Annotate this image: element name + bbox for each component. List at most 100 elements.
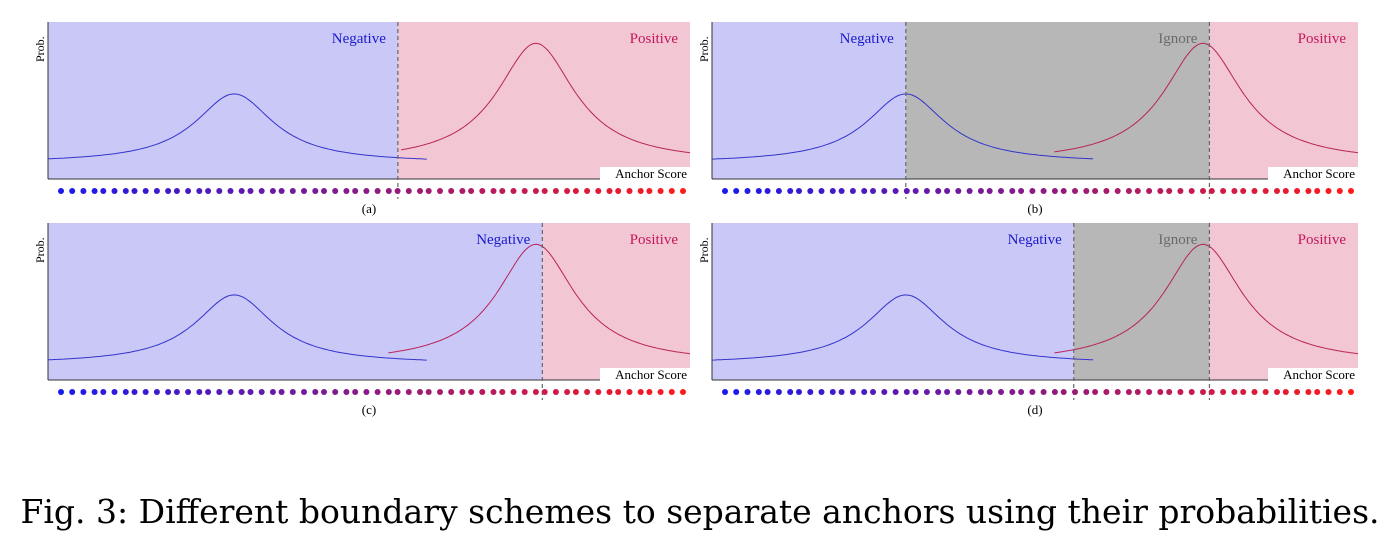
anchor-dot [1134, 389, 1141, 395]
anchor-dot [1336, 188, 1343, 194]
anchor-dot [142, 389, 149, 395]
anchor-dot [657, 188, 664, 194]
anchor-dot [998, 389, 1004, 395]
anchor-dot [1060, 389, 1067, 395]
anchor-dot [1072, 188, 1078, 194]
anchor-dot [80, 389, 87, 395]
anchor-dot [796, 188, 802, 194]
figure-caption: Fig. 3: Different boundary schemes to se… [20, 492, 1380, 531]
anchor-dot [1231, 188, 1238, 194]
anchor-dot [1051, 389, 1058, 395]
anchor-dot [657, 389, 664, 395]
anchor-dot [1103, 188, 1110, 194]
region-negative [712, 223, 1074, 380]
anchor-dot [100, 389, 107, 395]
anchor-dot [238, 389, 245, 395]
anchor-dot [153, 389, 160, 395]
curve-negative [47, 93, 427, 160]
anchor-dot [838, 389, 845, 395]
anchor-dot [1092, 389, 1099, 395]
anchor-dot [374, 389, 381, 395]
anchor-dot [1274, 188, 1280, 194]
region-positive [542, 223, 690, 380]
anchor-dot [394, 188, 401, 194]
anchor-dot [1251, 188, 1258, 194]
anchor-dot [425, 188, 432, 194]
anchor-dot [1314, 188, 1321, 194]
anchor-dot [849, 389, 856, 395]
anchor-dot [977, 188, 984, 194]
anchor-dot [468, 188, 475, 194]
anchor-dots [58, 389, 686, 395]
anchor-dot [205, 389, 212, 395]
anchor-dot [764, 389, 771, 395]
anchor-dots [58, 188, 686, 194]
anchor-dot [131, 188, 138, 194]
anchor-dot [269, 389, 276, 395]
anchor-dot [1208, 389, 1215, 395]
anchor-dot [838, 188, 845, 194]
anchor-dot [1294, 188, 1301, 194]
anchor-dot [278, 188, 285, 194]
anchor-dot [510, 389, 517, 395]
region-label-negative: Negative [476, 232, 530, 248]
anchor-dot [807, 389, 814, 395]
anchor-dot [829, 389, 836, 395]
anchor-dot [417, 389, 423, 395]
anchor-dot [923, 188, 930, 194]
anchor-dot [247, 389, 254, 395]
curve-positive [1054, 42, 1359, 154]
anchor-dot [912, 389, 919, 395]
anchor-dot [1305, 389, 1312, 395]
panel-label: (a) [362, 201, 376, 216]
anchor-dot [680, 389, 686, 395]
anchor-dot [374, 188, 381, 194]
anchor-dot [69, 389, 76, 395]
anchor-dot [733, 188, 740, 194]
anchor-dot [1029, 389, 1036, 395]
region-label-positive: Positive [630, 31, 679, 47]
anchor-dot [332, 188, 339, 194]
anchor-dot [91, 389, 98, 395]
curve-negative [711, 93, 1094, 160]
anchor-dot [722, 389, 728, 395]
anchor-dot [572, 389, 579, 395]
anchor-dot [289, 188, 296, 194]
anchor-dot [1200, 188, 1206, 194]
anchor-dot [849, 188, 856, 194]
anchor-dot [405, 188, 412, 194]
anchor-dot [1134, 188, 1141, 194]
anchor-dot [572, 188, 579, 194]
anchor-dot [861, 389, 868, 395]
anchor-dot [1262, 188, 1269, 194]
anchor-dot [1282, 188, 1289, 194]
anchor-dot [564, 188, 571, 194]
anchor-dot [541, 188, 548, 194]
anchor-dot [247, 188, 254, 194]
anchor-dot [966, 389, 973, 395]
anchor-dot [301, 389, 307, 395]
anchor-dot [1325, 389, 1332, 395]
anchor-dot [165, 188, 172, 194]
anchor-dot [405, 389, 412, 395]
anchor-dot [499, 188, 506, 194]
y-axis-label: Prob. [33, 237, 47, 263]
region-label-ignore: Ignore [1158, 232, 1197, 248]
anchor-dot [58, 188, 64, 194]
x-axis-label: Anchor Score [615, 166, 687, 181]
anchor-dot [448, 188, 455, 194]
anchor-dot [764, 188, 771, 194]
region-label-negative: Negative [840, 31, 894, 47]
anchor-dot [861, 188, 868, 194]
anchor-dot [755, 389, 762, 395]
region-label-ignore: Ignore [1158, 31, 1197, 47]
anchor-dot [1040, 188, 1047, 194]
anchor-dot [1060, 188, 1067, 194]
anchor-dot [343, 188, 350, 194]
region-negative [48, 223, 543, 380]
anchor-dot [258, 188, 265, 194]
anchor-dot [986, 389, 993, 395]
anchor-dot [499, 389, 506, 395]
anchor-dot [1251, 389, 1258, 395]
region-label-positive: Positive [1298, 232, 1347, 248]
